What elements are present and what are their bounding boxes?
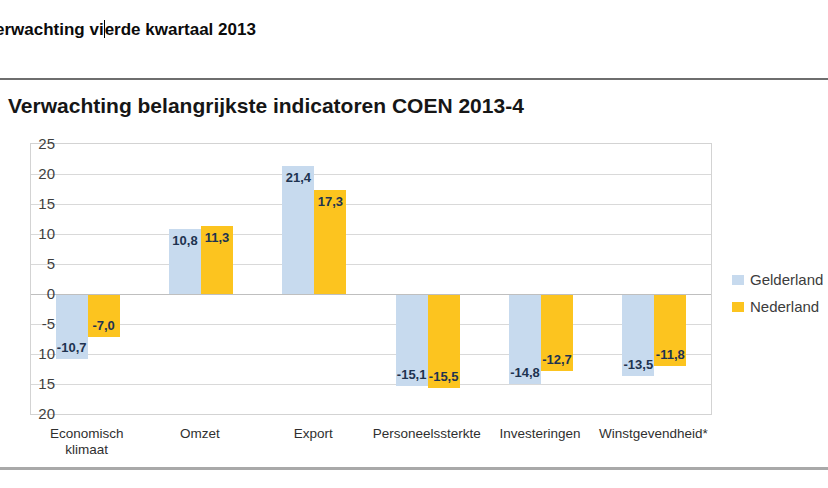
legend-item-gelderland: Gelderland (732, 271, 823, 288)
bar-value-label: 11,3 (167, 230, 267, 245)
y-tick-label: 20 (0, 405, 55, 422)
y-tick-label: 0 (0, 285, 55, 302)
y-tick-label: -5 (0, 315, 55, 332)
document-page: erwachting vierde kwartaal 2013 Verwacht… (0, 0, 828, 488)
gridline (31, 174, 711, 175)
legend-label: Gelderland (750, 271, 823, 288)
chart-legend: Gelderland Nederland (732, 271, 823, 325)
y-tick-label: 15 (0, 375, 55, 392)
document-heading[interactable]: erwachting vierde kwartaal 2013 (0, 20, 256, 40)
y-tick-label: 10 (0, 225, 55, 242)
legend-label: Nederland (750, 298, 819, 315)
chart-title: Verwachting belangrijkste indicatoren CO… (8, 94, 524, 118)
x-axis-label: Export (254, 426, 372, 442)
bar-value-label: -7,0 (54, 318, 154, 333)
chart-plot-area: -10,7-7,010,811,321,417,3-15,1-15,5-14,8… (30, 143, 712, 415)
y-tick-label: 15 (0, 195, 55, 212)
heading-text-after-cursor: erde kwartaal 2013 (105, 20, 256, 39)
bottom-divider-line (0, 467, 828, 470)
gridline (31, 384, 711, 385)
x-axis-label: Winstgevendheid* (594, 426, 712, 442)
heading-text-before-cursor: erwachting vi (0, 20, 104, 39)
legend-swatch-icon (732, 275, 744, 285)
x-axis-label: Economisch klimaat (28, 426, 146, 458)
bar-value-label: 17,3 (280, 194, 380, 209)
bar-gelderland (282, 166, 314, 294)
y-tick-label: 10 (0, 345, 55, 362)
y-tick-label: 20 (0, 165, 55, 182)
top-divider-line (0, 78, 828, 80)
legend-swatch-icon (732, 302, 744, 312)
bar-value-label: 21,4 (248, 170, 348, 185)
legend-item-nederland: Nederland (732, 298, 823, 315)
x-axis-label: Personeelssterkte (368, 426, 486, 442)
x-axis-label: Omzet (141, 426, 259, 442)
bar-value-label: -11,8 (620, 347, 720, 362)
x-axis-label: Investeringen (481, 426, 599, 442)
gridline (31, 234, 711, 235)
y-tick-label: 5 (0, 255, 55, 272)
gridline (31, 264, 711, 265)
zero-axis-line (31, 294, 711, 295)
y-tick-label: 25 (0, 135, 55, 152)
gridline (31, 354, 711, 355)
